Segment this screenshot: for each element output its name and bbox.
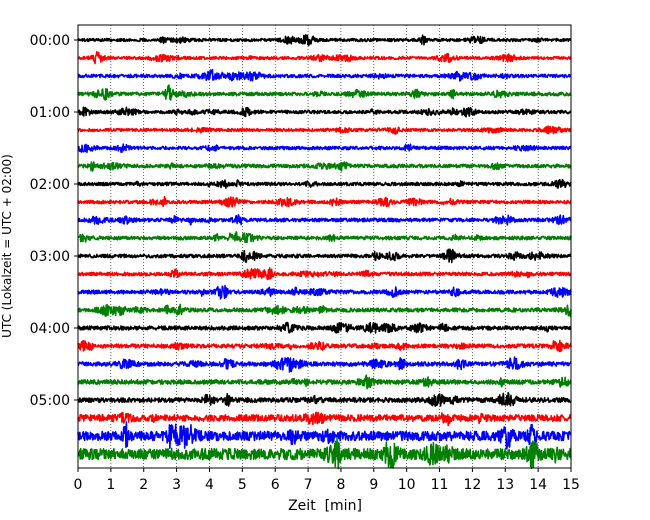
seismogram-trace xyxy=(77,321,572,334)
trace-group xyxy=(77,34,572,470)
seismogram-trace xyxy=(77,437,572,470)
x-tick-label: 10 xyxy=(398,477,416,493)
seismogram-trace xyxy=(77,284,572,300)
y-axis-ticks: 00:00 01:00 02:00 03:00 04:00 05:00 xyxy=(30,33,78,409)
seismogram-trace xyxy=(77,106,572,118)
x-axis-label: Zeit [min] xyxy=(288,498,362,514)
seismogram-trace xyxy=(77,303,572,318)
seismogram-trace xyxy=(77,68,572,82)
seismogram-trace xyxy=(77,214,572,226)
x-tick-label: 2 xyxy=(139,477,148,493)
x-tick-label: 13 xyxy=(496,477,514,493)
x-axis-ticks: 0 1 2 3 4 5 6 7 8 9 10 11 12 13 14 15 xyxy=(74,468,580,493)
x-tick-label: 15 xyxy=(562,477,580,493)
seismogram-trace xyxy=(77,248,572,264)
y-tick-label: 01:00 xyxy=(30,105,70,121)
x-tick-label: 9 xyxy=(369,477,378,493)
x-tick-label: 12 xyxy=(463,477,481,493)
y-tick-label: 00:00 xyxy=(30,33,70,49)
seismogram-trace xyxy=(77,34,572,47)
plot-frame xyxy=(77,24,572,469)
x-tick-label: 5 xyxy=(238,477,247,493)
seismogram-trace xyxy=(77,195,572,208)
seismogram-trace xyxy=(77,374,572,390)
seismogram-trace xyxy=(77,143,572,154)
y-tick-label: 04:00 xyxy=(30,321,70,337)
seismogram-trace xyxy=(77,267,572,281)
grid-lines xyxy=(110,25,539,468)
seismogram-trace xyxy=(77,411,572,427)
y-tick-label: 03:00 xyxy=(30,249,70,265)
seismogram-trace xyxy=(77,356,572,373)
x-tick-label: 11 xyxy=(431,477,449,493)
x-tick-label: 7 xyxy=(304,477,313,493)
seismogram-trace xyxy=(77,231,572,244)
seismogram-trace xyxy=(77,339,572,353)
seismogram-trace xyxy=(77,178,572,189)
x-tick-label: 8 xyxy=(336,477,345,493)
seismogram-trace xyxy=(77,161,572,172)
seismogram-trace xyxy=(77,51,572,65)
seismogram-trace xyxy=(77,421,572,450)
x-tick-label: 6 xyxy=(271,477,280,493)
seismogram-trace xyxy=(77,391,572,408)
x-tick-label: 14 xyxy=(529,477,547,493)
seismogram-trace xyxy=(77,84,572,101)
x-tick-label: 1 xyxy=(106,477,115,493)
y-axis-label: UTC (Lokalzeit = UTC + 02:00) xyxy=(0,154,14,338)
seismogram-trace xyxy=(77,125,572,135)
y-tick-label: 05:00 xyxy=(30,393,70,409)
x-tick-label: 3 xyxy=(172,477,181,493)
x-tick-label: 4 xyxy=(205,477,214,493)
y-tick-label: 02:00 xyxy=(30,177,70,193)
x-tick-label: 0 xyxy=(74,477,83,493)
